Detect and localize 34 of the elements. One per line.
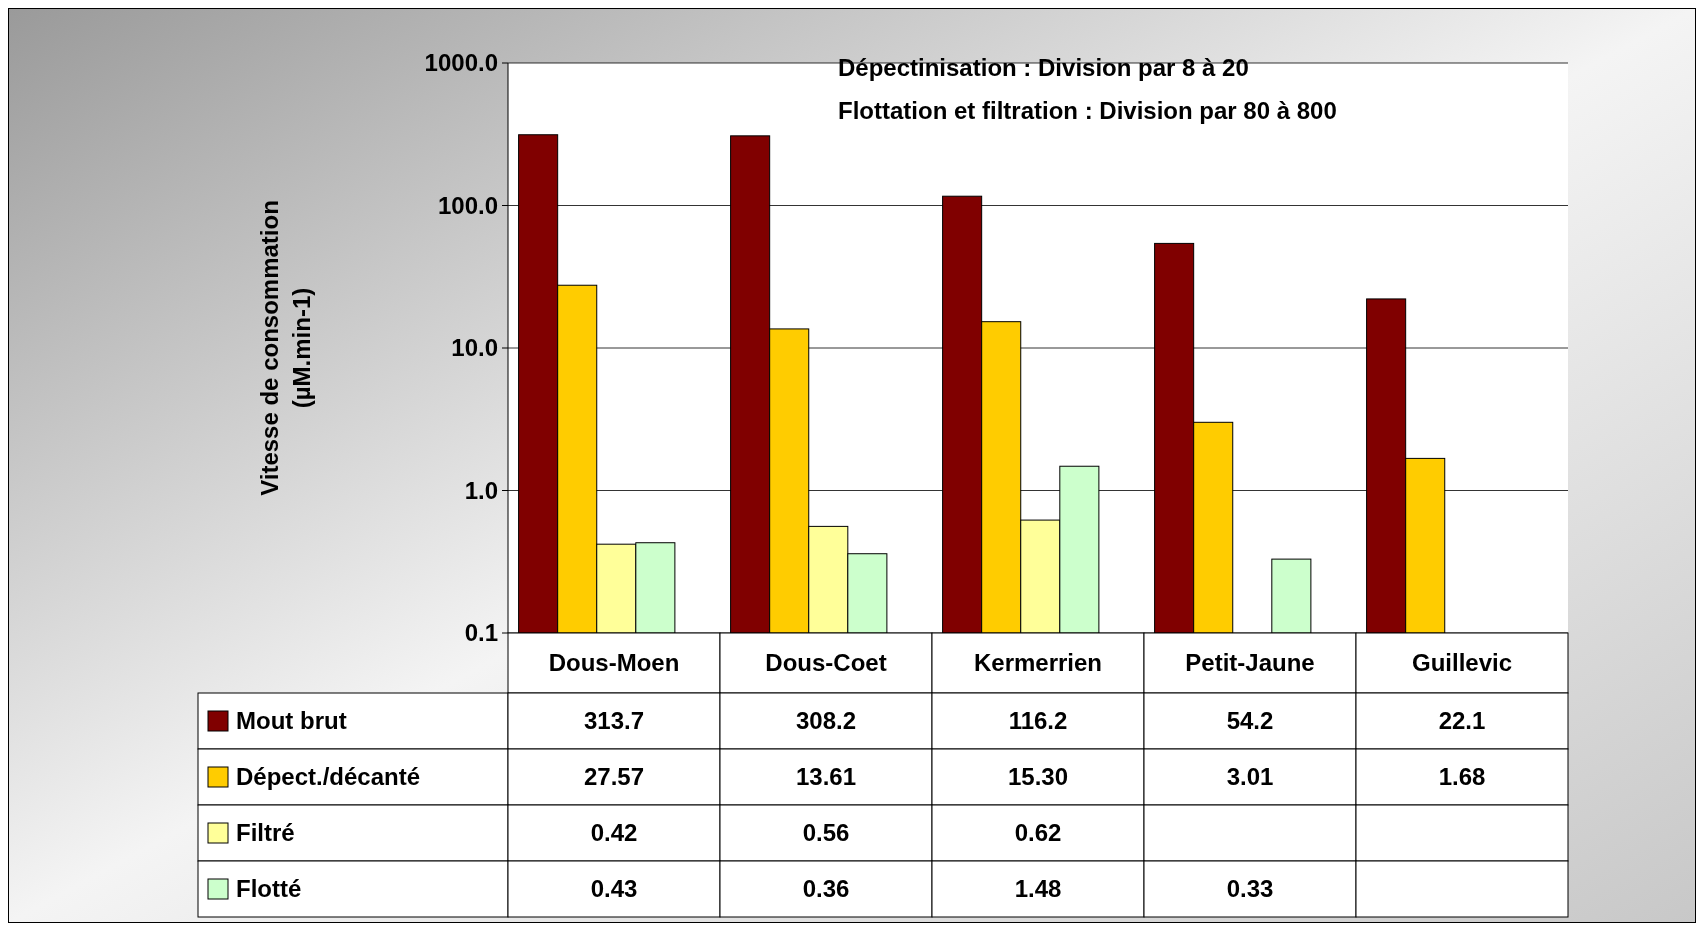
- x-tick-label: Petit-Jaune: [1185, 649, 1315, 677]
- data-label: 308.2: [795, 707, 857, 735]
- data-label: 22.1: [1438, 707, 1486, 735]
- data-label: 0.36: [802, 875, 850, 903]
- data-label: 313.7: [583, 707, 645, 735]
- data-label: 15.30: [1007, 763, 1069, 791]
- legend-label: Filtré: [236, 819, 295, 847]
- data-label: 27.57: [583, 763, 645, 791]
- legend-label: Dépect./décanté: [236, 763, 421, 791]
- data-label: 0.43: [590, 875, 638, 903]
- legend-label: Mout brut: [236, 707, 347, 735]
- data-label: 0.42: [590, 819, 638, 847]
- data-label: 1.68: [1438, 763, 1486, 791]
- x-tick-label: Guillevic: [1411, 649, 1513, 677]
- y-tick-label: 100.0: [437, 191, 498, 219]
- y-tick-label: 1.0: [464, 476, 498, 504]
- data-label: 1.48: [1014, 875, 1062, 903]
- legend-label: Flotté: [236, 875, 302, 903]
- annotation: Dépectinisation : Division par 8 à 20: [838, 54, 1249, 81]
- data-label: 3.01: [1226, 763, 1274, 791]
- y-tick-label: 10.0: [451, 334, 498, 362]
- annotation: Flottation et filtration : Division par 80 à 800: [838, 97, 1337, 124]
- x-tick-label: Kermerrien: [973, 649, 1103, 677]
- data-label: 13.61: [795, 763, 857, 791]
- y-tick-label: 0.1: [464, 619, 498, 647]
- data-label: 0.56: [802, 819, 850, 847]
- x-tick-label: Dous-Coet: [765, 649, 887, 677]
- data-label: 0.62: [1014, 819, 1062, 847]
- data-label: 0.33: [1226, 875, 1274, 903]
- x-tick-label: Dous-Moen: [548, 649, 680, 677]
- y-axis-title: Vitesse de consommation (µM.min-1): [256, 200, 315, 496]
- data-label: 116.2: [1008, 707, 1068, 735]
- y-tick-label: 1000.0: [424, 49, 498, 77]
- data-label: 54.2: [1226, 707, 1274, 735]
